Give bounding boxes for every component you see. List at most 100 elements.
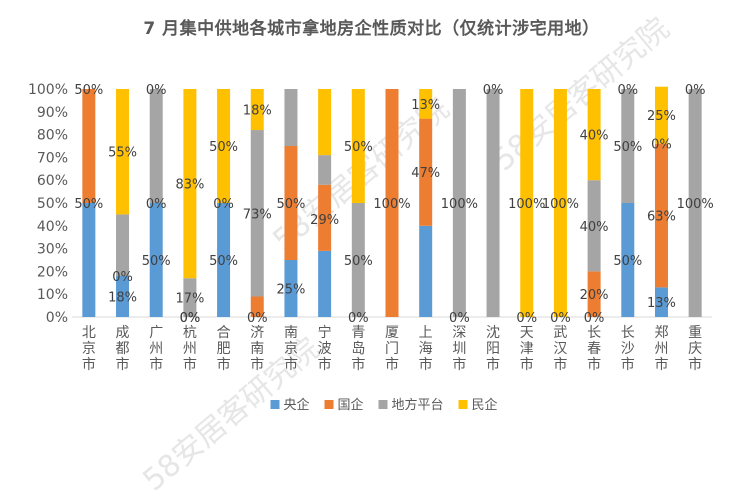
x-tick-label: 南 (284, 325, 298, 341)
data-label: 0% (651, 138, 672, 153)
bar-segment (654, 143, 668, 288)
bar-segment (419, 89, 433, 119)
x-tick-label: 厦 (385, 325, 399, 341)
x-tick-label: 南 (250, 341, 264, 357)
x-tick-label: 州 (183, 341, 197, 357)
bar-segment (553, 89, 567, 317)
x-tick-label: 春 (587, 341, 601, 357)
bar-segment (318, 89, 332, 156)
data-label: 63% (647, 210, 676, 225)
data-label: 83% (175, 178, 204, 193)
x-tick-label: 广 (149, 325, 163, 341)
x-tick-label: 上 (419, 325, 433, 341)
bar-segment (318, 250, 332, 317)
x-tick-label: 肥 (217, 341, 231, 357)
x-tick-label: 市 (116, 356, 130, 373)
x-tick-label: 市 (318, 356, 332, 373)
bar-segment (419, 118, 433, 226)
x-tick-label: 岛 (351, 341, 365, 357)
x-tick-label: 市 (452, 356, 466, 373)
x-tick-label: 庆 (688, 341, 702, 357)
x-tick-label: 市 (385, 356, 399, 373)
bar-segment (217, 203, 231, 317)
y-tick-label: 80% (37, 128, 68, 144)
x-tick-label: 州 (149, 341, 163, 357)
bar-segment (688, 89, 702, 317)
legend-label: 央企 (284, 397, 310, 413)
y-tick-label: 70% (37, 150, 68, 166)
bar-segment (385, 89, 399, 317)
data-label: 100% (508, 197, 545, 212)
x-tick-label: 门 (385, 341, 399, 357)
x-tick-label: 波 (318, 341, 332, 357)
x-tick-label: 市 (82, 356, 96, 373)
bar-segment (284, 89, 298, 146)
bar-segment (587, 180, 601, 272)
data-label: 40% (580, 129, 609, 144)
stacked-bar-chart: 0% 10% 20% 30% 40% 50% 60% 70% 80% 90% 100% 北京市 50% 5… (28, 82, 714, 413)
x-tick-label: 市 (688, 356, 702, 373)
x-tick-label: 郑 (654, 325, 668, 341)
data-label: 0% (685, 83, 706, 98)
data-label: 0% (516, 311, 537, 326)
y-tick-label: 90% (37, 105, 68, 121)
bar-segment (149, 203, 163, 317)
y-tick-label: 40% (37, 219, 68, 235)
bar-segment (116, 275, 130, 317)
x-tick-label: 京 (82, 341, 96, 357)
y-tick-label: 10% (37, 287, 68, 303)
data-label: 0% (348, 311, 369, 326)
data-label: 18% (108, 290, 137, 305)
legend-swatch (324, 400, 334, 409)
data-label: 20% (580, 288, 609, 303)
x-tick-label: 重 (688, 325, 702, 341)
bar-segment (654, 287, 668, 317)
x-tick-label: 津 (520, 341, 534, 357)
data-label: 50% (344, 140, 373, 155)
bar-segment (587, 89, 601, 181)
y-tick-label: 60% (37, 173, 68, 189)
x-tick-label: 长 (621, 325, 635, 341)
data-label: 50% (209, 140, 238, 155)
data-label: 13% (647, 296, 676, 311)
x-tick-label: 成 (116, 325, 130, 341)
x-tick-label: 市 (654, 356, 668, 373)
bar-segment (284, 146, 298, 260)
data-label: 50% (613, 140, 642, 155)
data-label: 25% (276, 283, 305, 298)
x-tick-label: 市 (284, 356, 298, 373)
data-label: 100% (373, 197, 410, 212)
data-label: 73% (243, 207, 272, 222)
x-tick-label: 长 (587, 325, 601, 341)
data-label: 50% (276, 197, 305, 212)
data-label: 0% (483, 83, 504, 98)
x-tick-label: 杭 (183, 325, 197, 341)
bar-segment (183, 278, 197, 317)
y-tick-label: 30% (37, 242, 68, 258)
data-label: 0% (146, 197, 167, 212)
data-label: 47% (411, 166, 440, 181)
legend-label: 地方平台 (392, 397, 444, 413)
data-label: 0% (180, 311, 201, 326)
x-tick-label: 市 (351, 356, 365, 373)
bar-segment (486, 89, 500, 317)
data-label: 0% (550, 311, 571, 326)
bar-segment (250, 89, 264, 131)
legend-label: 民企 (472, 397, 498, 413)
x-tick-label: 圳 (452, 341, 466, 357)
x-tick-label: 市 (486, 356, 500, 373)
data-label: 13% (411, 98, 440, 113)
x-tick-label: 市 (520, 356, 534, 373)
bar-segment (250, 296, 264, 317)
x-tick-label: 济 (250, 325, 264, 341)
bar-segment (318, 184, 332, 251)
x-tick-label: 市 (217, 356, 231, 373)
data-label: 50% (74, 83, 103, 98)
data-label: 0% (449, 311, 470, 326)
data-label: 0% (146, 83, 167, 98)
y-tick-label: 100% (28, 82, 68, 98)
bar-segment (250, 130, 264, 297)
x-tick-label: 京 (284, 341, 298, 357)
bar-segment (587, 271, 601, 317)
bar-segment (654, 86, 668, 144)
